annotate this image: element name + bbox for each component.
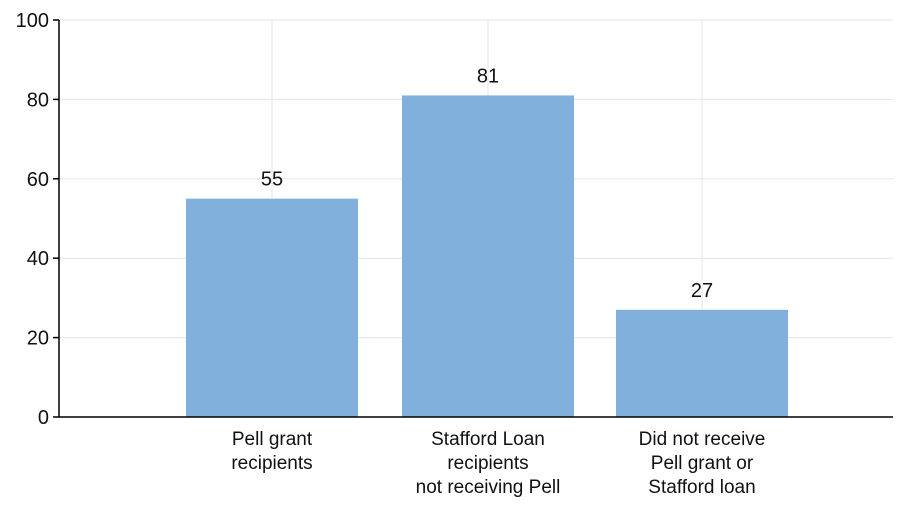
data-labels: 55 81 27	[261, 65, 713, 301]
y-tick-label: 100	[16, 10, 49, 32]
y-tick-label: 60	[27, 169, 49, 191]
y-tick-label: 0	[38, 407, 49, 429]
category-label-line: Did not receive	[639, 429, 766, 450]
category-label-line: recipients	[231, 453, 312, 474]
y-tick-label: 80	[27, 89, 49, 111]
category-label-line: Pell grant or	[651, 453, 754, 474]
data-label: 55	[261, 169, 283, 191]
category-labels: Pell grant recipients Stafford Loan recipie…	[231, 429, 765, 498]
category-label: Did not receive Pell grant or Stafford loa…	[639, 429, 766, 498]
y-tick-label: 20	[27, 328, 49, 350]
category-label: Stafford Loan recipients not receiving Pel…	[416, 429, 561, 498]
axes	[58, 20, 893, 418]
y-tick-label: 40	[27, 248, 49, 270]
bar	[186, 198, 358, 417]
data-label: 27	[691, 280, 713, 302]
bars	[186, 95, 788, 418]
category-label-line: Stafford loan	[648, 477, 755, 498]
bar	[616, 309, 788, 417]
y-axis-ticks: 0 20 40 60 80 100	[16, 10, 59, 429]
data-label: 81	[477, 65, 499, 87]
category-label-line: not receiving Pell	[416, 477, 561, 498]
category-label-line: Pell grant	[232, 429, 313, 450]
category-label-line: recipients	[447, 453, 528, 474]
category-label: Pell grant recipients	[231, 429, 313, 474]
bar	[402, 95, 574, 418]
category-label-line: Stafford Loan	[431, 429, 545, 450]
